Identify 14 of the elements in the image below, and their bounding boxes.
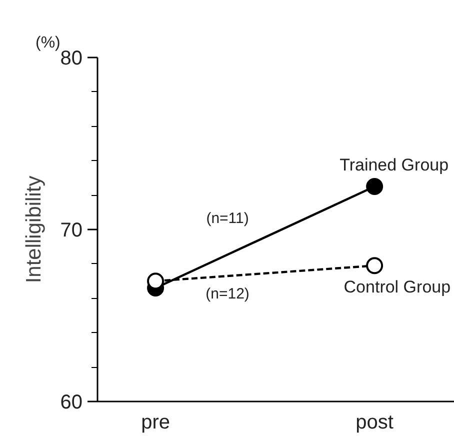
text: (%) [36, 34, 60, 52]
y-tick-label: 80 [60, 48, 83, 70]
y-axis-title: Intelligibility [22, 175, 46, 284]
point [366, 178, 384, 195]
x-tick-label: post [356, 412, 394, 434]
point [366, 257, 384, 274]
point [147, 272, 164, 290]
y-tick-label: 60 [60, 392, 83, 414]
series-label: Control Group [344, 278, 451, 297]
annotation: (n=12) [206, 285, 250, 302]
y-tick-label: 70 [60, 220, 83, 242]
annotation: (n=11) [206, 210, 249, 228]
x-tick-label: pre [141, 412, 170, 434]
series-label: Trained Group [340, 156, 449, 174]
